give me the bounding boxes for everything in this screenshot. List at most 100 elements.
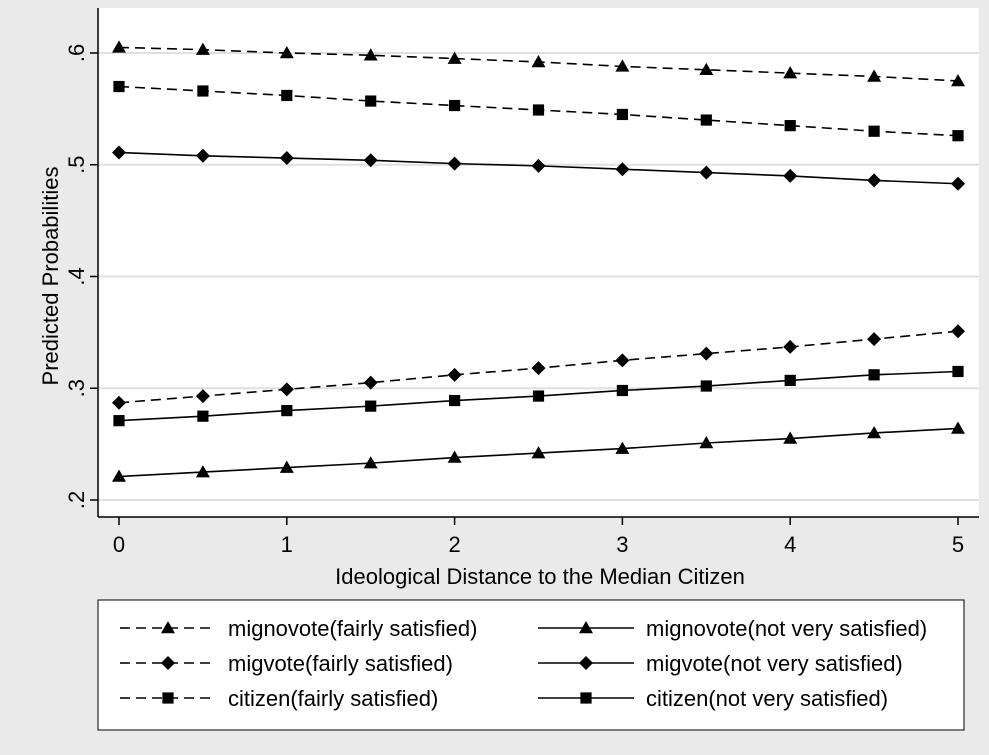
legend-marker: [161, 656, 175, 670]
series-5: [113, 365, 964, 427]
data-point: [867, 425, 882, 439]
data-point: [616, 108, 628, 121]
x-tick-label: 1: [281, 532, 293, 557]
data-point: [783, 339, 798, 354]
data-point: [700, 114, 712, 126]
data-point: [279, 382, 294, 397]
data-point: [112, 469, 126, 482]
series-2: [112, 324, 965, 410]
data-point: [699, 436, 714, 449]
data-point: [279, 460, 294, 473]
x-tick-label: 0: [113, 532, 125, 557]
legend-label: citizen(fairly satisfied): [228, 686, 438, 711]
legend: mignovote(fairly satisfied) mignovote(not…: [120, 616, 927, 711]
data-point: [868, 125, 880, 137]
data-point: [867, 173, 882, 188]
data-point: [197, 85, 209, 97]
series-3: [112, 145, 965, 191]
data-point: [952, 365, 964, 378]
y-tick-label: .4: [64, 267, 89, 285]
data-point: [449, 394, 461, 407]
data-point: [951, 421, 965, 434]
data-point: [447, 367, 462, 382]
x-tick-label: 2: [448, 532, 460, 557]
data-point: [951, 73, 965, 87]
series-group: [112, 40, 965, 482]
y-tick-label: .3: [64, 379, 89, 397]
data-point: [363, 48, 378, 61]
data-point: [195, 465, 210, 478]
y-tick-label: .5: [64, 156, 89, 174]
data-point: [195, 42, 210, 55]
data-point: [112, 145, 126, 160]
data-point: [700, 380, 712, 392]
data-point: [951, 324, 965, 339]
x-tick-label: 5: [952, 532, 964, 557]
legend-marker: [580, 692, 592, 704]
y-axis-label: Predicted Probabilities: [38, 167, 63, 386]
data-point: [531, 158, 546, 173]
data-point: [699, 62, 714, 76]
legend-label: mignovote(not very satisfied): [646, 616, 927, 641]
data-point: [363, 456, 378, 469]
data-point: [281, 89, 293, 102]
data-point: [449, 99, 461, 112]
data-point: [113, 80, 125, 93]
data-point: [699, 165, 714, 180]
data-point: [113, 415, 125, 427]
data-point: [447, 51, 462, 64]
data-point: [784, 374, 796, 387]
data-point: [532, 104, 545, 116]
data-point: [447, 450, 462, 463]
legend-box: [97, 599, 965, 731]
data-point: [195, 148, 210, 163]
series-4: [113, 80, 964, 142]
legend-label: migvote(fairly satisfied): [228, 651, 453, 676]
data-point: [532, 390, 545, 402]
data-point: [363, 153, 378, 168]
legend-label: migvote(not very satisfied): [646, 651, 903, 676]
data-point: [365, 95, 377, 107]
y-tick-label: .6: [64, 44, 89, 62]
data-point: [447, 156, 462, 171]
data-point: [951, 176, 965, 191]
x-tick-label: 3: [616, 532, 628, 557]
data-point: [195, 389, 210, 404]
data-point: [867, 69, 882, 82]
data-point: [279, 151, 294, 166]
data-point: [112, 40, 126, 53]
series-1: [112, 421, 965, 482]
data-point: [531, 446, 546, 459]
legend-marker: [579, 656, 593, 670]
x-tick-label: 4: [784, 532, 796, 557]
grid-lines: [98, 52, 979, 501]
data-point: [699, 346, 714, 361]
data-point: [783, 168, 798, 183]
data-point: [615, 353, 630, 368]
data-point: [615, 59, 630, 72]
x-axis-label: Ideological Distance to the Median Citiz…: [335, 564, 745, 589]
legend-label: citizen(not very satisfied): [646, 686, 888, 711]
data-point: [615, 162, 630, 177]
data-point: [279, 46, 294, 59]
y-tick-label: .2: [64, 491, 89, 509]
data-point: [531, 361, 546, 376]
axes: .2 .3 .4 .5 .6 0 1 2 3 4 5: [64, 8, 979, 557]
legend-label: mignovote(fairly satisfied): [228, 616, 477, 641]
data-point: [868, 369, 880, 381]
data-point: [867, 332, 882, 347]
data-point: [783, 431, 798, 444]
data-point: [616, 384, 628, 397]
data-point: [615, 441, 630, 454]
data-point: [281, 405, 293, 417]
data-point: [197, 410, 209, 422]
data-point: [112, 395, 126, 410]
data-point: [952, 130, 964, 142]
data-point: [531, 54, 546, 68]
legend-marker: [162, 692, 174, 704]
data-point: [784, 120, 796, 132]
data-point: [365, 400, 377, 412]
legend-marker: [161, 621, 175, 634]
data-point: [363, 375, 378, 390]
